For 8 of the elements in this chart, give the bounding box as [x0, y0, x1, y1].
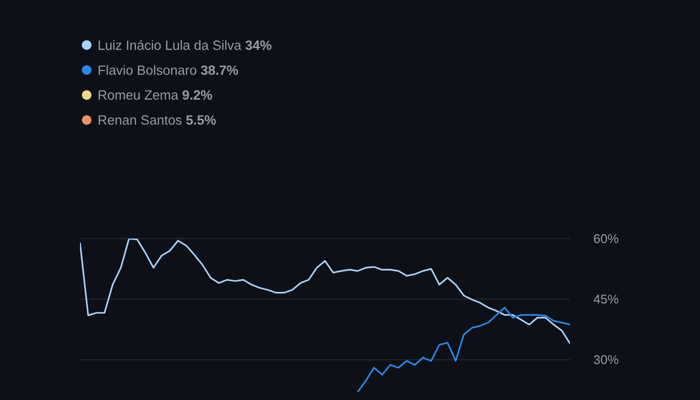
y-tick-label: 30%: [594, 355, 618, 364]
legend-label: Romeu Zema 9.2%: [98, 90, 212, 100]
legend-label: Luiz Inácio Lula da Silva 34%: [98, 40, 272, 50]
legend-label: Renan Santos 5.5%: [98, 115, 216, 125]
y-tick-label: 45%: [594, 294, 618, 304]
legend-label: Flavio Bolsonaro 38.7%: [98, 65, 238, 75]
line-series: [80, 238, 570, 344]
y-tick-label: 60%: [594, 234, 618, 244]
